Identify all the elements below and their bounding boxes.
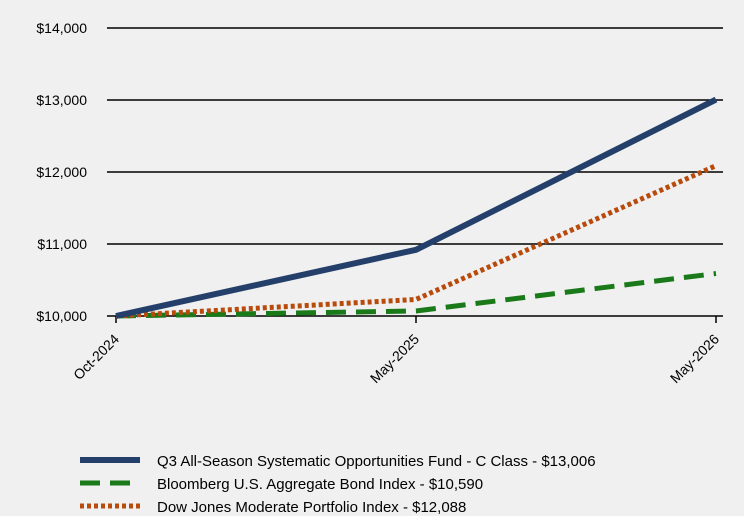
y-tick-label: $13,000	[36, 92, 87, 108]
x-tick-label: May-2025	[367, 331, 422, 386]
series-lines	[115, 96, 718, 319]
x-axis: Oct-2024 May-2025 May-2026	[70, 316, 722, 386]
gridlines	[107, 27, 723, 317]
series-line-2	[115, 271, 717, 319]
x-tick-label: Oct-2024	[70, 331, 122, 383]
legend-label: Bloomberg U.S. Aggregate Bond Index - $1…	[157, 476, 483, 493]
y-tick-label: $10,000	[36, 308, 87, 324]
y-axis: $10,000 $11,000 $12,000 $13,000 $14,000	[36, 20, 87, 324]
y-tick-label: $12,000	[36, 164, 87, 180]
y-tick-label: $11,000	[37, 236, 87, 252]
y-tick-label: $14,000	[36, 20, 87, 36]
legend-label: Q3 All-Season Systematic Opportunities F…	[157, 453, 596, 470]
legend-label: Dow Jones Moderate Portfolio Index - $12…	[157, 499, 466, 516]
series-line-3	[115, 163, 718, 319]
legend: Q3 All-Season Systematic Opportunities F…	[80, 453, 596, 516]
x-tick-label: May-2026	[667, 331, 722, 386]
series-line-1	[115, 96, 718, 319]
